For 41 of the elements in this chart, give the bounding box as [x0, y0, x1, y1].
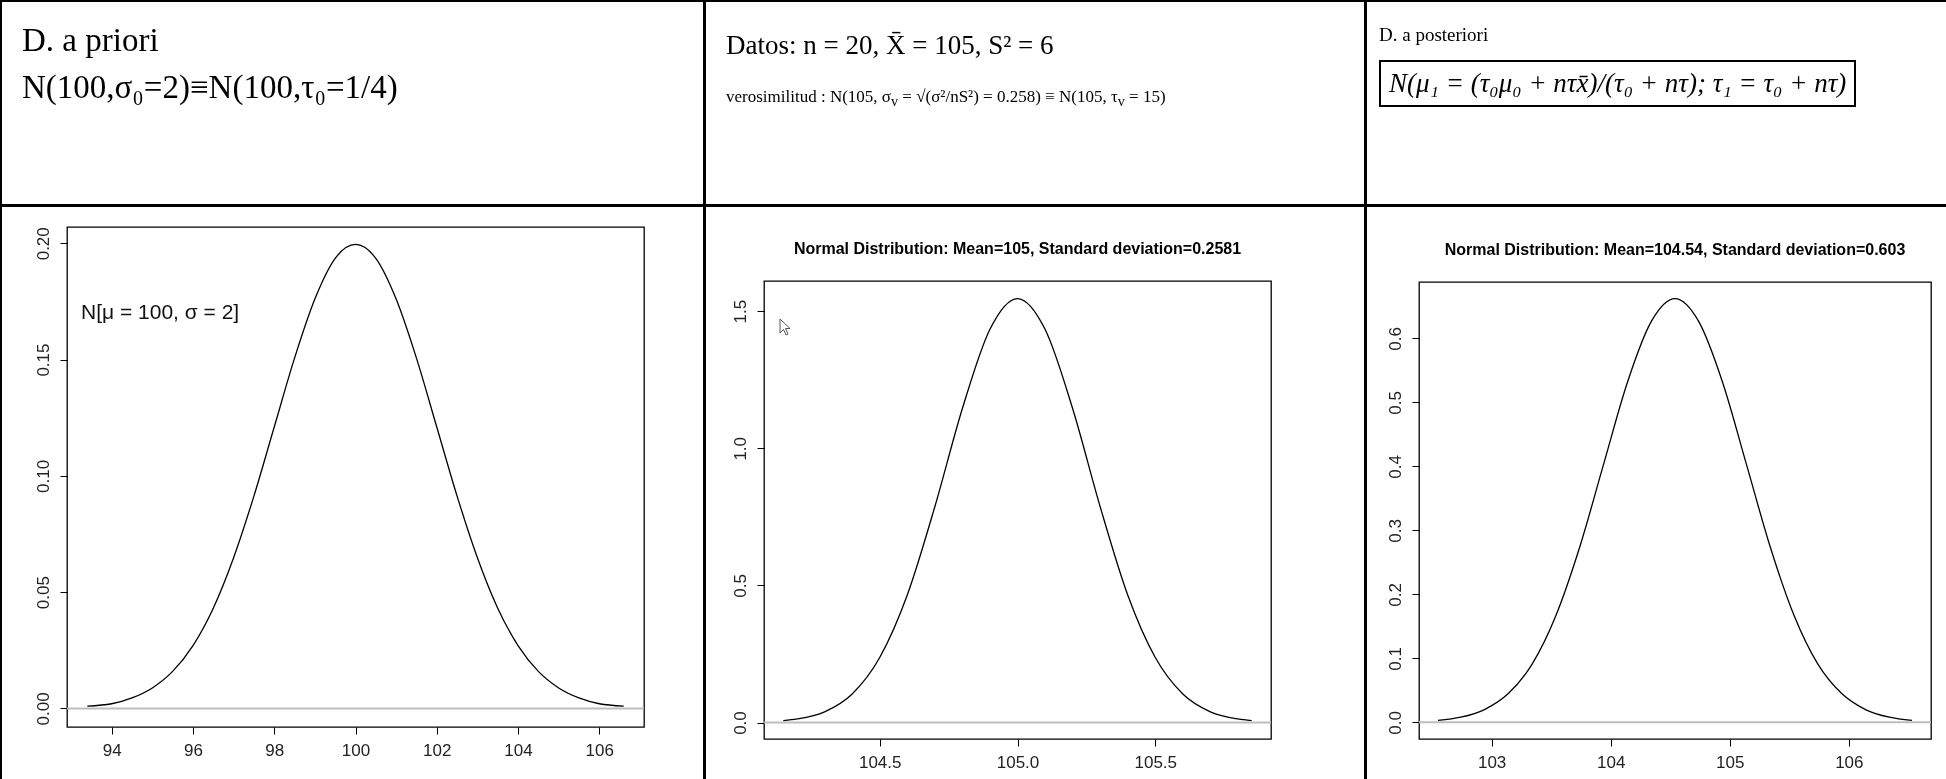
x-tick-label: 94 [102, 740, 122, 760]
y-tick-label: 0.0 [730, 711, 750, 735]
x-tick-label: 104 [1597, 752, 1626, 772]
y-tick-label: 0.1 [1385, 647, 1405, 671]
y-tick-label: 1.0 [730, 436, 750, 461]
x-tick-label: 105.5 [1134, 752, 1178, 772]
y-tick-label: 0.6 [1385, 327, 1405, 351]
y-tick-label: 0.5 [1385, 391, 1405, 415]
y-tick-label: 0.4 [1385, 455, 1405, 479]
y-tick-label: 0.3 [1385, 519, 1405, 543]
y-tick-label: 0.5 [730, 574, 750, 598]
y-tick-label: 0.05 [33, 576, 53, 610]
x-tick-label: 103 [1477, 752, 1507, 772]
text: verosimilitud : N(105, σ$_{v}$ = √(σ²/nS²) = 0.258) ≡ N(105, τ$_{v}$ = 15) [726, 87, 1166, 111]
x-tick-label: 100 [341, 740, 371, 760]
line-series [1437, 297, 1913, 722]
y-tick-label: 0.00 [33, 692, 53, 726]
text: D. a posteriori [1379, 24, 1490, 46]
x-tick-label: 106 [1835, 752, 1864, 772]
chart-title: Normal Distribution: Mean=104.54, Standard deviation=0.603 [1444, 241, 1906, 258]
text: N(100,σ₀=2)≡N(100,τ₀=1/4) [22, 69, 398, 106]
y-tick-label: 1.5 [730, 299, 750, 324]
x-tick-label: 102 [423, 740, 452, 760]
x-tick-label: 105.0 [996, 752, 1040, 772]
text: D. a priori [22, 22, 160, 59]
x-tick-label: 98 [265, 740, 285, 760]
y-tick-label: 0.15 [33, 343, 53, 377]
annotation: N[μ = 100, σ = 2] [81, 300, 240, 323]
line-series [782, 297, 1253, 722]
y-tick-label: 0.10 [33, 459, 53, 493]
chart-title: Normal Distribution: Mean=105, Standard deviation=0.2581 [793, 240, 1242, 257]
x-tick-label: 104.5 [858, 752, 902, 772]
y-tick-label: 0.2 [1385, 583, 1405, 607]
y-tick-label: 0.0 [1385, 711, 1405, 735]
x-tick-label: 104 [504, 740, 533, 760]
x-tick-label: 106 [585, 740, 614, 760]
y-tick-label: 0.20 [33, 227, 53, 261]
x-tick-label: 96 [184, 740, 203, 760]
text: N(μ₁ = (τ₀μ₀ + nτx̄)/(τ₀ + nτ); τ₁ = τ₀ + nτ) [1379, 60, 1857, 107]
text: Datos: n = 20, X̄ = 105, S² = 6 [726, 30, 1055, 61]
x-tick-label: 105 [1716, 752, 1745, 772]
